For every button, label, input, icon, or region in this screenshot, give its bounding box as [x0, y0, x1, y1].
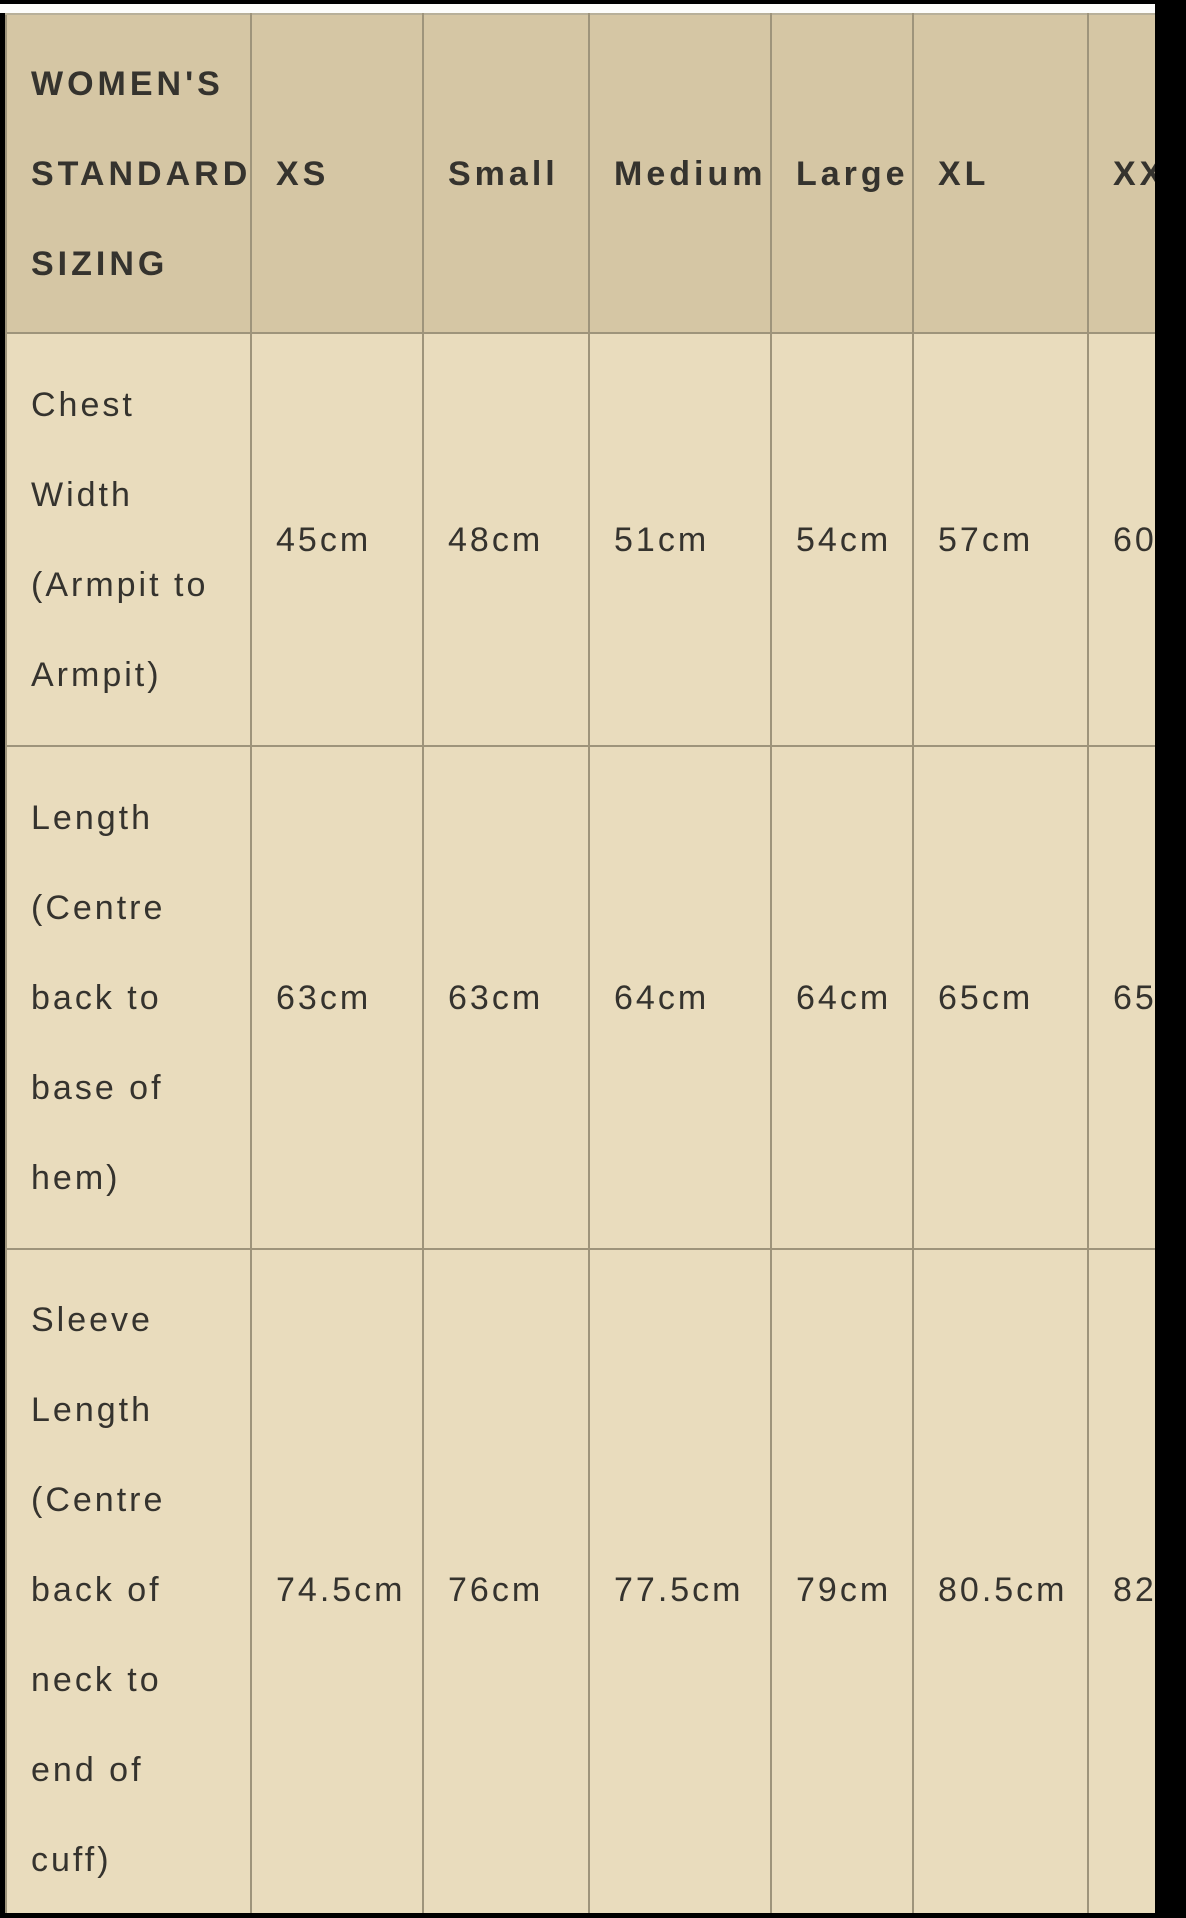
row-chest-width: Chest Width (Armpit to Armpit) 45cm 48cm…: [5, 332, 1155, 747]
value-cell: 64cm: [588, 745, 772, 1250]
row-label-cell: Sleeve Length (Centre back of neck to en…: [5, 1248, 252, 1913]
row-length: Length (Centre back to base of hem) 63cm…: [5, 745, 1155, 1250]
page-background: WOMEN'S STANDARD SIZING XS Small Medium …: [0, 4, 1155, 1913]
value-cell: 79cm: [770, 1248, 914, 1913]
table-title-cell: WOMEN'S STANDARD SIZING: [5, 13, 252, 334]
size-column-header-xl: XL: [912, 13, 1089, 334]
row-label-cell: Length (Centre back to base of hem): [5, 745, 252, 1250]
value-cell: 54cm: [770, 332, 914, 747]
value-cell: 45cm: [250, 332, 424, 747]
size-column-header-xs: XS: [250, 13, 424, 334]
row-label-cell: Chest Width (Armpit to Armpit): [5, 332, 252, 747]
value-cell: 76cm: [422, 1248, 590, 1913]
value-cell: 74.5cm: [250, 1248, 424, 1913]
value-cell: 65cm: [1087, 745, 1155, 1250]
value-cell: 77.5cm: [588, 1248, 772, 1913]
value-cell: 65cm: [912, 745, 1089, 1250]
sizing-table: WOMEN'S STANDARD SIZING XS Small Medium …: [5, 13, 1155, 1913]
value-cell: 63cm: [422, 745, 590, 1250]
header-row: WOMEN'S STANDARD SIZING XS Small Medium …: [5, 13, 1155, 334]
value-cell: 80.5cm: [912, 1248, 1089, 1913]
value-cell: 60cm: [1087, 332, 1155, 747]
value-cell: 64cm: [770, 745, 914, 1250]
value-cell: 63cm: [250, 745, 424, 1250]
value-cell: 51cm: [588, 332, 772, 747]
value-cell: 57cm: [912, 332, 1089, 747]
size-column-header-large: Large: [770, 13, 914, 334]
size-column-header-xxl: XXL: [1087, 13, 1155, 334]
value-cell: 48cm: [422, 332, 590, 747]
size-column-header-medium: Medium: [588, 13, 772, 334]
left-letterbox: [0, 13, 5, 1913]
row-sleeve-length: Sleeve Length (Centre back of neck to en…: [5, 1248, 1155, 1913]
value-cell: 82cm: [1087, 1248, 1155, 1913]
size-column-header-small: Small: [422, 13, 590, 334]
